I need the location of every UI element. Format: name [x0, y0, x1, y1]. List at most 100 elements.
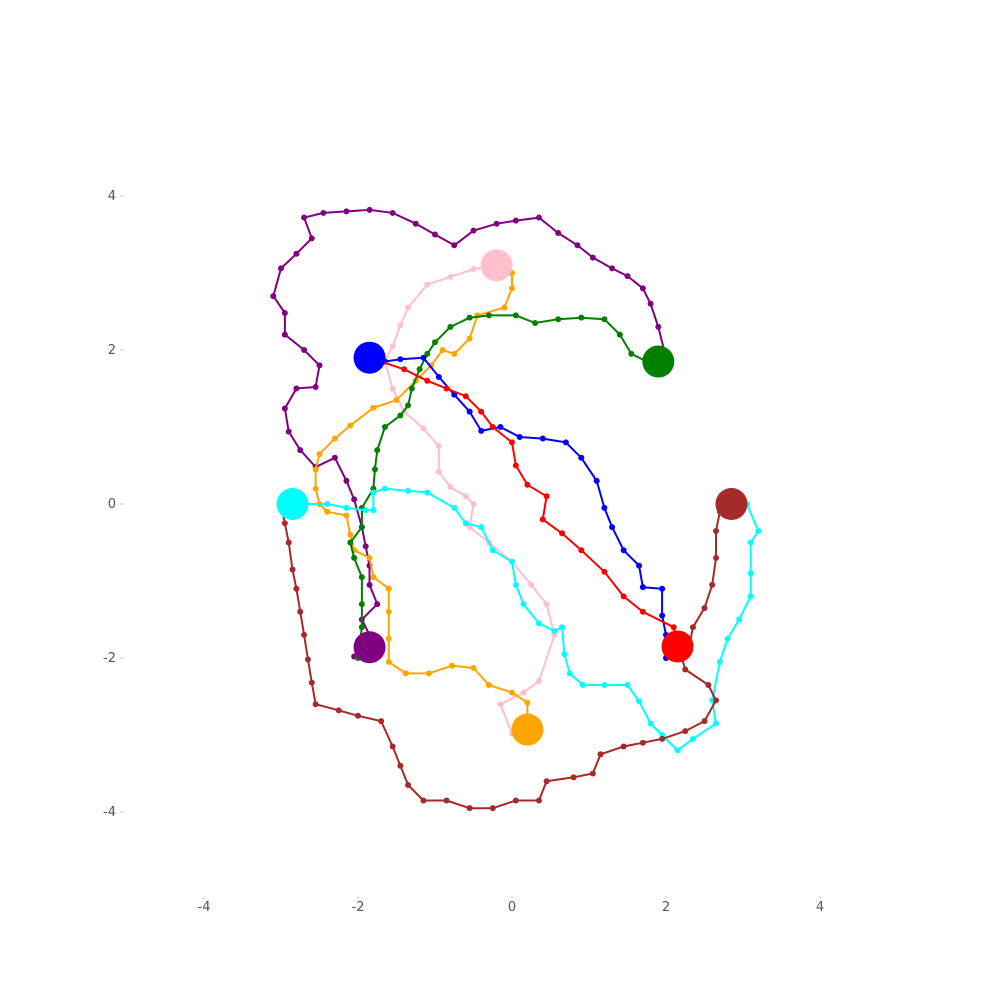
- data-point-brown: [709, 581, 716, 588]
- axes: -4 -2 0 2 4 4 2 0 -2 -4: [103, 189, 824, 915]
- data-point-green: [628, 350, 635, 357]
- x-tick-label: 2: [662, 900, 670, 915]
- x-tick-label: -4: [198, 900, 211, 915]
- data-point-cyan: [724, 635, 731, 642]
- data-point-purple: [293, 385, 300, 392]
- data-point-green: [351, 554, 358, 561]
- data-point-green: [532, 320, 539, 327]
- data-point-pink: [535, 678, 542, 685]
- series-orange: [312, 270, 531, 733]
- data-point-cyan: [489, 547, 496, 554]
- data-point-green: [405, 402, 412, 409]
- data-point-green: [512, 312, 519, 319]
- data-point-green: [601, 316, 608, 323]
- data-point-cyan: [747, 593, 754, 600]
- data-point-red: [670, 624, 677, 631]
- data-point-cyan: [566, 670, 573, 677]
- data-point-red: [424, 377, 431, 384]
- data-point-pink: [543, 601, 550, 608]
- data-point-orange: [385, 585, 392, 592]
- data-point-red: [443, 385, 450, 392]
- data-point-purple: [555, 229, 562, 236]
- data-point-orange: [316, 450, 323, 457]
- data-point-red: [509, 439, 515, 446]
- data-point-brown: [420, 797, 427, 804]
- data-point-purple: [285, 428, 292, 435]
- data-point-cyan: [370, 507, 377, 514]
- data-point-orange: [448, 662, 455, 669]
- y-tick-label: 2: [108, 343, 116, 358]
- data-point-orange: [370, 574, 377, 581]
- x-tick-label: 0: [508, 900, 516, 915]
- data-point-purple: [451, 242, 458, 249]
- data-point-cyan: [689, 735, 696, 742]
- data-point-green: [424, 350, 431, 357]
- endpoint-marker-blue: [353, 341, 386, 374]
- data-point-purple: [432, 231, 438, 238]
- data-point-orange: [393, 397, 400, 404]
- data-point-brown: [378, 718, 385, 725]
- endpoint-marker-purple: [353, 631, 386, 664]
- data-point-pink: [462, 493, 469, 500]
- endpoint-marker-cyan: [276, 488, 309, 520]
- data-point-orange: [451, 350, 458, 357]
- data-point-brown: [289, 566, 296, 573]
- data-point-pink: [420, 425, 427, 432]
- data-point-brown: [682, 666, 689, 673]
- data-point-orange: [324, 508, 331, 515]
- data-point-brown: [297, 608, 304, 615]
- data-point-purple: [351, 496, 358, 503]
- data-point-purple: [366, 206, 373, 213]
- data-point-brown: [589, 770, 596, 777]
- data-point-purple: [589, 254, 596, 261]
- endpoint-marker-pink: [480, 249, 513, 282]
- data-point-red: [539, 516, 546, 523]
- data-point-purple: [281, 405, 288, 412]
- data-point-brown: [443, 797, 450, 804]
- data-point-cyan: [451, 504, 458, 511]
- data-point-orange: [385, 608, 392, 615]
- data-point-green: [408, 385, 415, 392]
- data-point-cyan: [405, 487, 412, 494]
- data-point-brown: [713, 554, 720, 561]
- data-point-red: [620, 593, 627, 600]
- data-point-cyan: [747, 539, 754, 546]
- data-point-green: [397, 412, 404, 419]
- data-point-red: [478, 408, 485, 415]
- data-point-blue: [435, 373, 442, 380]
- data-point-red: [524, 481, 531, 488]
- data-point-purple: [362, 543, 369, 550]
- data-point-purple: [331, 454, 338, 461]
- data-point-brown: [713, 527, 720, 534]
- data-point-brown: [285, 539, 292, 546]
- data-point-orange: [439, 347, 446, 353]
- data-point-purple: [301, 214, 308, 221]
- data-point-pink: [447, 484, 454, 491]
- data-point-blue: [609, 524, 616, 531]
- data-point-cyan: [324, 501, 331, 507]
- data-point-red: [543, 493, 550, 500]
- data-point-brown: [682, 728, 689, 735]
- series-green: [347, 312, 662, 661]
- data-point-orange: [385, 658, 392, 665]
- data-point-purple: [343, 208, 350, 215]
- data-point-purple: [624, 273, 631, 280]
- data-point-brown: [308, 679, 315, 686]
- data-point-orange: [501, 304, 508, 311]
- data-point-blue: [539, 435, 546, 442]
- data-point-blue: [397, 356, 404, 363]
- data-point-purple: [639, 285, 646, 292]
- data-point-blue: [620, 547, 627, 554]
- x-tick-label: -2: [352, 900, 365, 915]
- data-point-brown: [281, 520, 288, 527]
- data-point-orange: [347, 422, 354, 429]
- data-point-cyan: [343, 504, 350, 511]
- y-tick-label: 0: [108, 497, 116, 512]
- series-layer: [270, 206, 762, 812]
- data-point-orange: [509, 689, 515, 696]
- data-point-pink: [435, 468, 442, 475]
- data-point-purple: [535, 214, 542, 221]
- data-point-purple: [316, 362, 323, 369]
- data-point-blue: [601, 504, 608, 511]
- data-point-brown: [543, 778, 550, 785]
